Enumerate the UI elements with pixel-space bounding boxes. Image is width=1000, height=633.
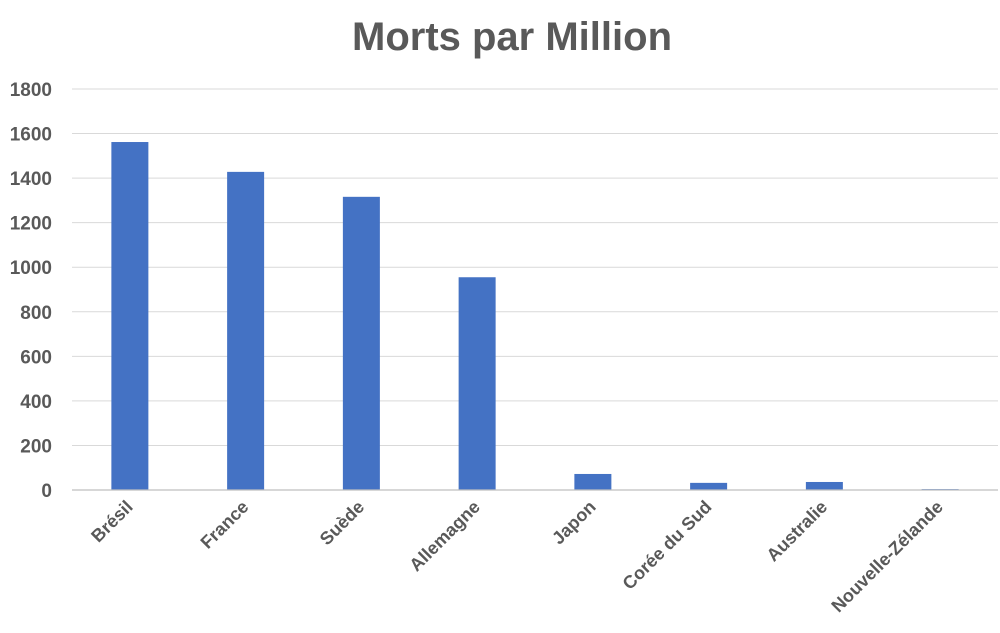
x-tick-label: France [197, 497, 253, 553]
y-axis-ticks: 0 200 400 600 800 1000 1200 1400 1600 1800 [10, 80, 52, 502]
x-tick-label: Japon [548, 497, 600, 549]
chart-title: Morts par Million [352, 15, 672, 59]
gridlines [72, 88, 998, 446]
y-tick-label: 1000 [10, 258, 52, 279]
bars [111, 142, 959, 490]
bar-5 [690, 482, 728, 490]
y-tick-label: 1600 [10, 125, 52, 146]
y-tick-label: 600 [20, 347, 52, 368]
bar-4 [574, 473, 612, 490]
x-tick-label: Brésil [87, 497, 137, 547]
x-tick-label: Australie [763, 497, 832, 566]
y-tick-label: 1200 [10, 214, 52, 235]
bar-2 [342, 196, 380, 490]
bar-1 [227, 171, 265, 490]
y-tick-label: 0 [41, 481, 52, 502]
bar-3 [458, 277, 496, 490]
x-tick-label: Suède [316, 497, 368, 549]
x-tick-label: Nouvelle-Zélande [827, 497, 947, 617]
x-tick-label: Corée du Sud [619, 497, 716, 594]
bar-6 [805, 481, 843, 490]
y-tick-label: 1400 [10, 169, 52, 190]
y-tick-label: 200 [20, 436, 52, 457]
bar-0 [111, 142, 149, 490]
x-axis-ticks: Brésil France Suède Allemagne Japon Corée du … [87, 497, 947, 617]
y-tick-label: 400 [20, 392, 52, 413]
y-tick-label: 1800 [10, 80, 52, 101]
x-tick-label: Allemagne [405, 497, 484, 576]
y-tick-label: 800 [20, 303, 52, 324]
